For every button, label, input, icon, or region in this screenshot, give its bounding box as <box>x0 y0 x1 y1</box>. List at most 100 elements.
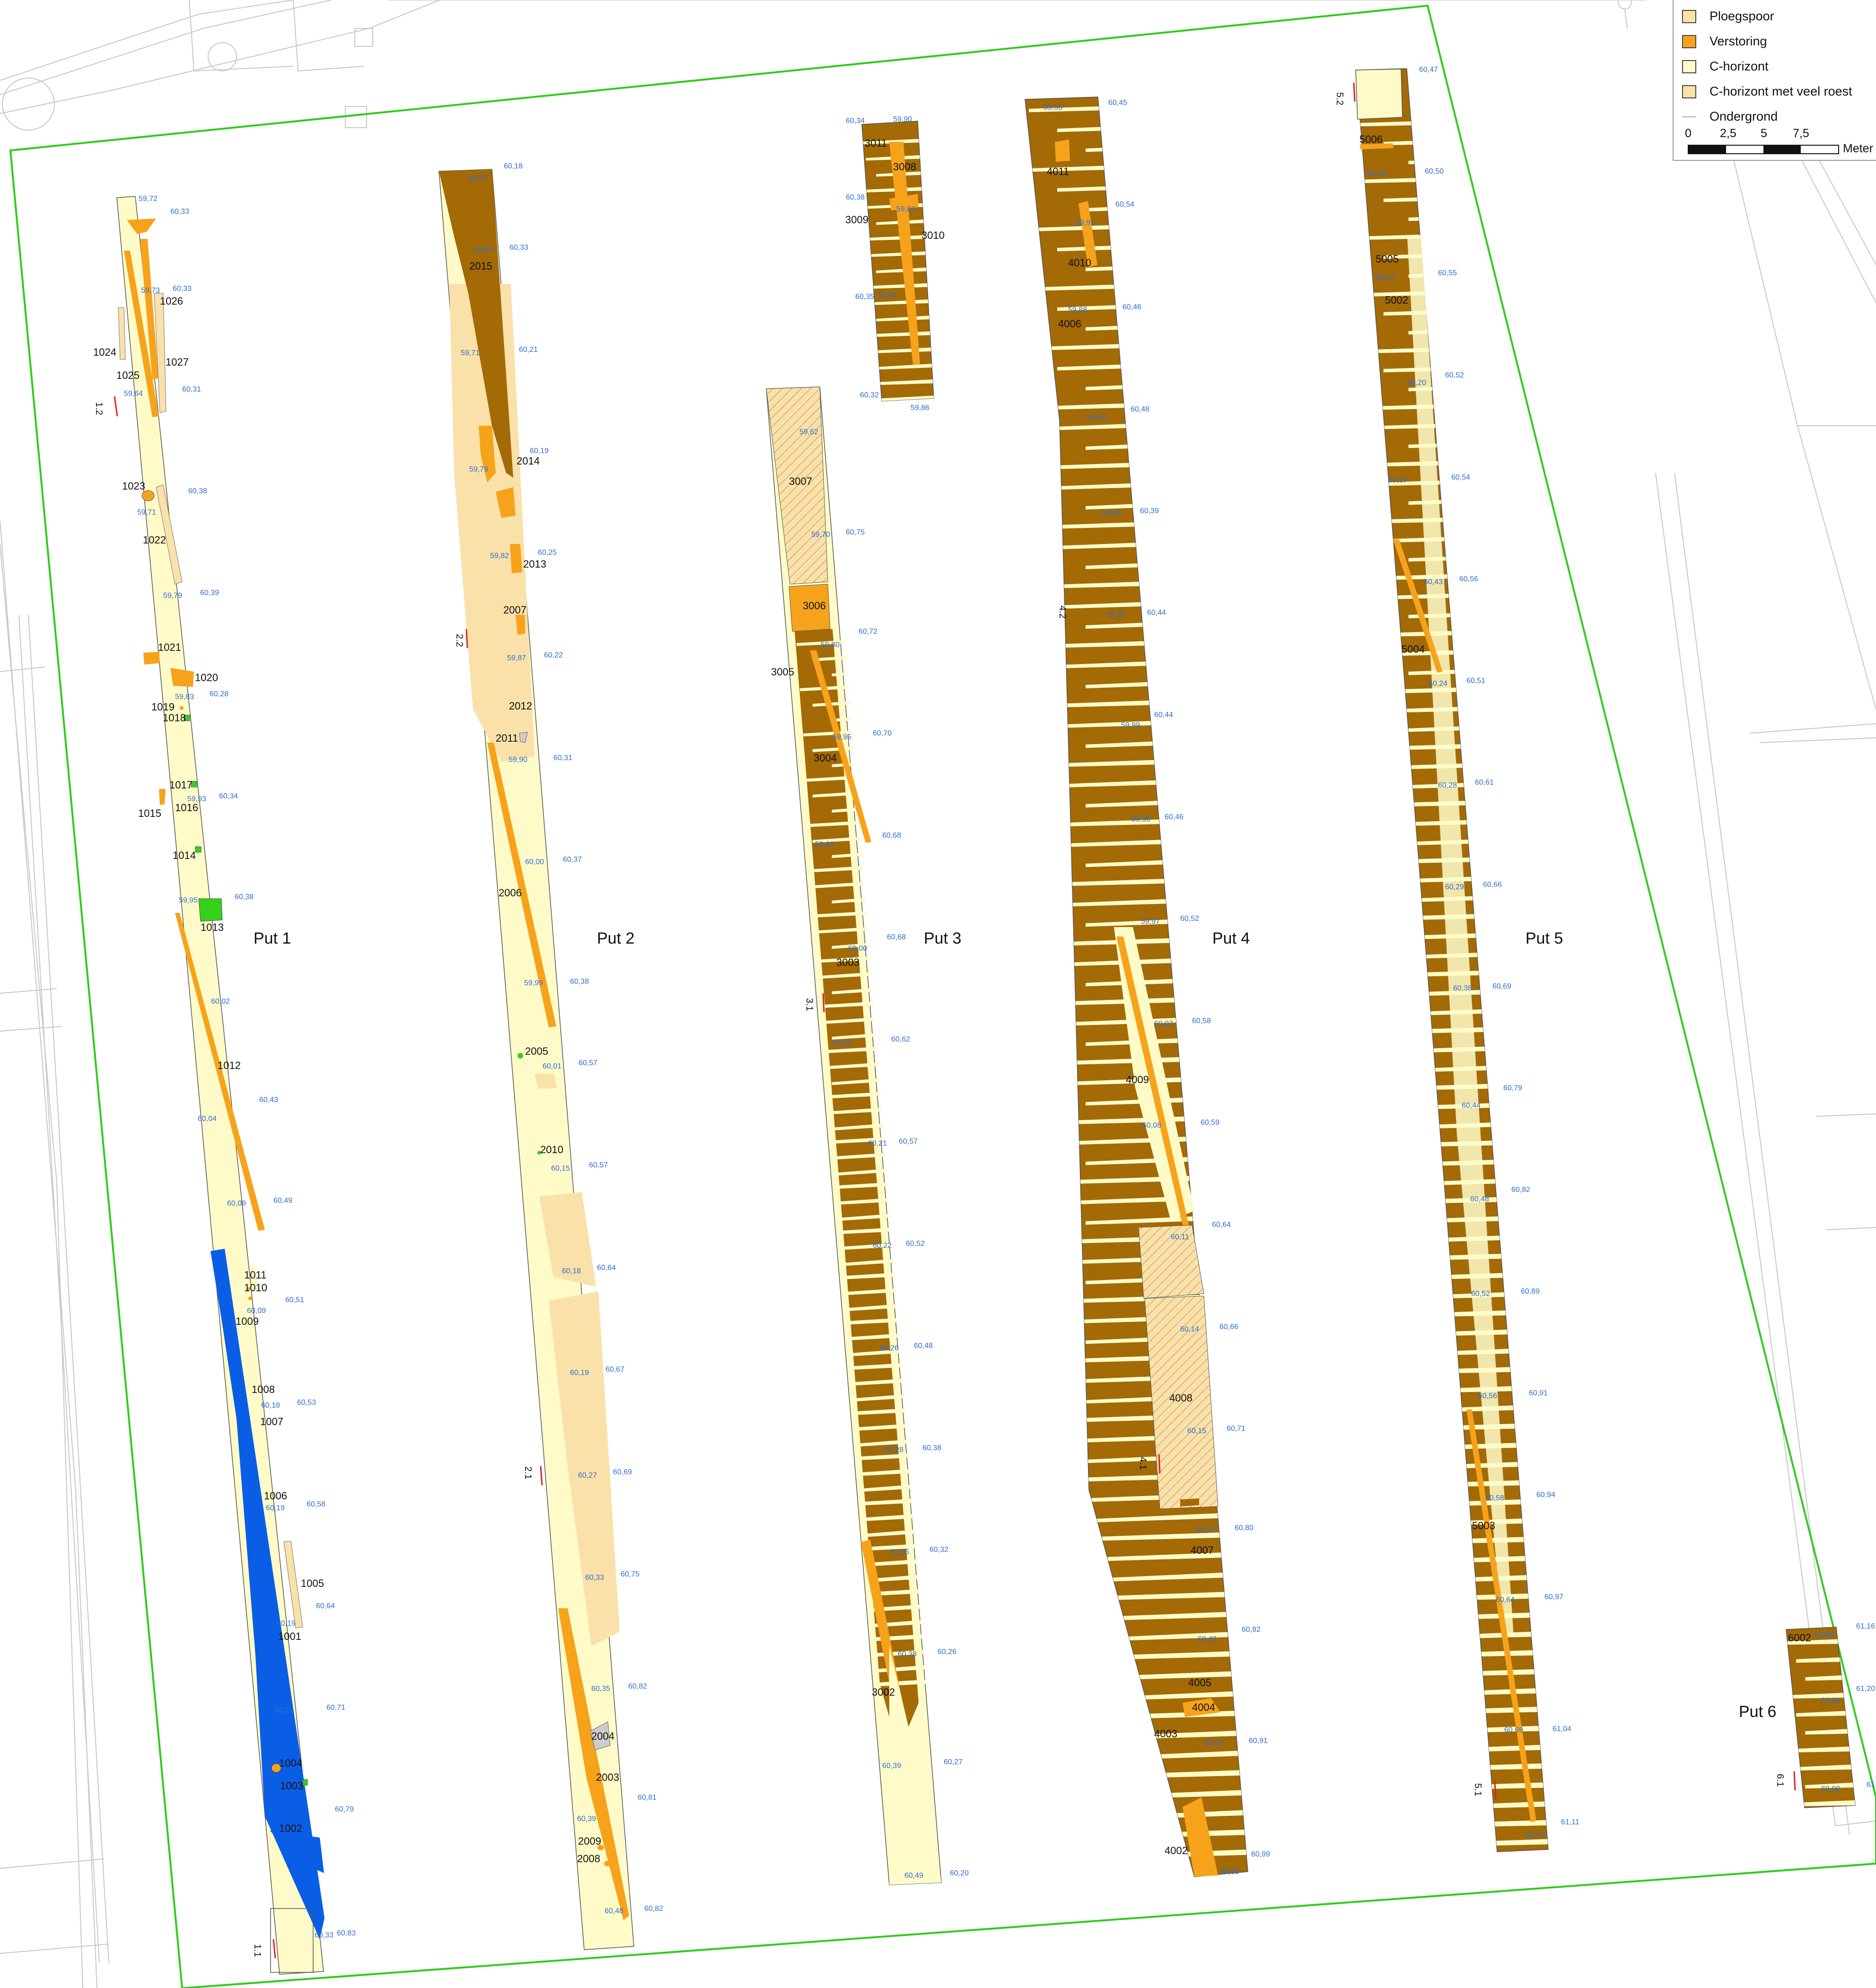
feature-label: 4005 <box>1188 1677 1211 1689</box>
feature-label: 2005 <box>525 1045 548 1057</box>
feature-labels: 1027 1026 1025 1024 1023 1022 1021 1020 … <box>93 133 1811 1865</box>
feature-label: 1013 <box>201 921 224 933</box>
elevation-label: 60,22 <box>873 1242 892 1250</box>
elevation-label: 60,44 <box>1154 711 1173 719</box>
feature-label: 1010 <box>244 1282 267 1294</box>
elevation-label: 59,80 <box>821 641 840 649</box>
elevation-label: 60,52 <box>1471 1290 1490 1298</box>
scale-bar-graphic <box>1688 145 1839 154</box>
elevation-label: 61 <box>1867 1781 1875 1789</box>
feature-label: 2015 <box>469 260 492 272</box>
feature-label: 2011 <box>496 732 518 744</box>
elevation-label: 60,51 <box>285 1296 304 1304</box>
trench-label-put-1: Put 1 <box>254 929 291 947</box>
feature-label: 4008 <box>1169 1392 1192 1404</box>
elevation-label: 59,95 <box>833 733 851 741</box>
scale-tick: 5 <box>1761 127 1767 140</box>
trench-put-5 <box>1353 68 1549 1852</box>
elevation-label: 60,59 <box>1201 1119 1219 1127</box>
elevation-labels-put-1: 59,72 60,33 59,73 60,33 59,64 60,31 60,3… <box>124 195 356 1939</box>
elevation-label: 59,73 <box>141 287 160 295</box>
elevation-label: 60,45 <box>1108 99 1127 107</box>
legend-item-ondergrond: Ondergrond <box>1682 104 1876 129</box>
elevation-label: 60,28 <box>1438 781 1457 789</box>
feature-label: 1018 <box>163 712 186 724</box>
legend-swatch <box>1682 9 1696 23</box>
elevation-label: 60,46 <box>1165 813 1183 821</box>
elevation-label: 60,08 <box>1142 1121 1161 1130</box>
elevation-label: 59,87 <box>878 291 897 299</box>
elevation-label: 60,68 <box>887 933 906 941</box>
elevation-label: 60,66 <box>1219 1323 1238 1331</box>
elevation-label: 59,95 <box>179 896 198 904</box>
elevation-label: 60,22 <box>274 1707 293 1715</box>
elevation-label: 60,70 <box>873 729 892 737</box>
profile-label-1-1: 1.1 <box>252 1944 263 1957</box>
feature-label: 1025 <box>116 369 140 381</box>
elevation-label: 60,66 <box>1483 881 1502 889</box>
profile-label-5-2: 5.2 <box>1334 92 1345 105</box>
elevation-label: 60,00 <box>525 858 544 866</box>
elevation-label: 60,51 <box>1466 677 1485 685</box>
feature-label: 5005 <box>1376 253 1399 265</box>
elevation-label: 60,82 <box>644 1905 663 1913</box>
elevation-label: 60,21 <box>868 1139 887 1147</box>
elevation-label: 59,91 <box>1076 219 1095 227</box>
elevation-label: 60,24 <box>1429 680 1447 688</box>
elevation-label: 60,57 <box>899 1138 918 1146</box>
legend-label: Ondergrond <box>1709 109 1778 123</box>
elevation-label: 60,33 <box>173 285 192 293</box>
feature-label: 1021 <box>158 641 181 653</box>
elevation-label: 60,15 <box>551 1165 570 1173</box>
elevation-label: 60,71 <box>1227 1425 1245 1433</box>
feature-label: 5003 <box>1472 1520 1495 1532</box>
feature-label: 2012 <box>509 700 532 712</box>
elevation-label: 60,28 <box>885 1446 903 1454</box>
map-legend: Ploegspoor Verstoring C-horizont C-horiz… <box>1673 0 1876 161</box>
elevation-label: 60,39 <box>1140 507 1159 515</box>
elevation-label: 59,88 <box>1068 306 1087 314</box>
elevation-label: 60,33 <box>509 244 528 252</box>
legend-label: Ploegspoor <box>1709 9 1774 23</box>
elevation-label: 60,42 <box>1198 1635 1217 1643</box>
elevation-label: 60,38 <box>1453 984 1472 992</box>
elevation-label: 60,00 <box>848 945 867 953</box>
elevation-label: 60,72 <box>1525 1831 1544 1839</box>
elevation-label: 60,82 <box>628 1682 647 1690</box>
elevation-label: 60,48 <box>1470 1195 1489 1203</box>
feature-label: 1001 <box>278 1630 301 1642</box>
elevation-label: 60,27 <box>578 1471 597 1480</box>
elevation-label: 60,46 <box>1122 303 1141 311</box>
elevation-label: 60,22 <box>544 651 563 659</box>
elevation-label: 60,26 <box>880 1344 899 1352</box>
elevation-label: 60,56 <box>1478 1392 1497 1400</box>
elevation-label: 60,64 <box>1212 1221 1231 1229</box>
elevation-label: 60,32 <box>929 1546 948 1554</box>
elevation-label: 60,69 <box>1504 1726 1523 1734</box>
trench-put-3 <box>766 121 942 1885</box>
elevation-label: 59,79 <box>163 592 182 600</box>
elevation-label: 60,57 <box>579 1059 597 1067</box>
elevation-label: 60,31 <box>182 385 201 394</box>
elevation-label: 60,64 <box>316 1602 335 1610</box>
elevation-label: 60,34 <box>846 117 865 125</box>
feature-label: 1007 <box>260 1416 283 1428</box>
elevation-label: 60,55 <box>1438 269 1457 277</box>
elevation-labels-put-4: 59,98 60,45 59,91 60,54 59,88 60,46 59,9… <box>1043 99 1270 1876</box>
feature-label: 4011 <box>1047 166 1069 177</box>
trench-label-put-4: Put 4 <box>1212 929 1250 947</box>
elevation-label: 60,96 <box>1815 1631 1833 1639</box>
feature-label: 1002 <box>279 1822 302 1834</box>
feature-label: 1005 <box>301 1577 324 1589</box>
legend-label: C-horizont met veel roest <box>1709 84 1852 98</box>
elevation-label: 60,58 <box>307 1500 325 1508</box>
trench-put-1 <box>114 196 324 1975</box>
elevation-label: 60,39 <box>200 589 219 597</box>
elevation-label: 60,38 <box>846 193 865 201</box>
feature-label: 4009 <box>1126 1074 1149 1086</box>
elevation-label: 60,04 <box>1367 170 1386 178</box>
elevation-label: 60,81 <box>638 1794 657 1802</box>
elevation-label: 60,52 <box>1445 371 1464 379</box>
feature-label: 3007 <box>789 475 812 487</box>
feature-label: 1015 <box>138 807 161 819</box>
